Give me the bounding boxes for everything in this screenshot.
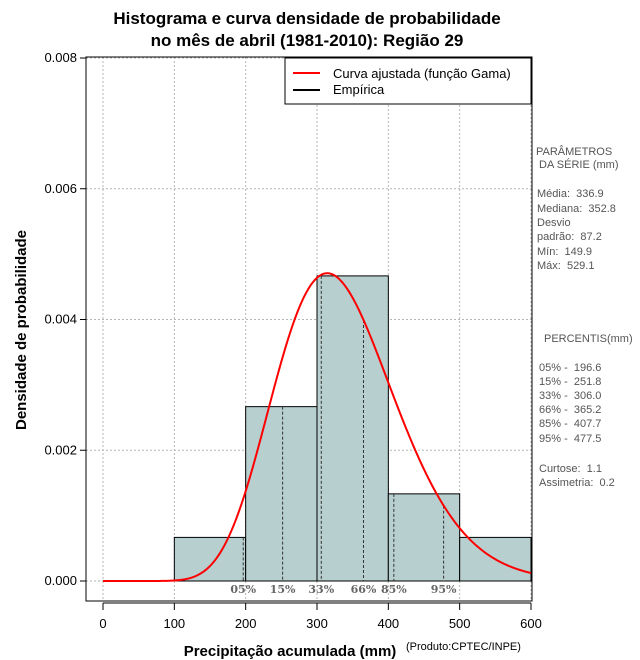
x-axis: 0 100 200 300 400 500 600 (99, 602, 542, 631)
gamma-curve-line (103, 272, 532, 582)
percentil-33: 33% - 306.0 (539, 390, 601, 402)
x-axis-title: Precipitação acumulada (mm) (184, 643, 397, 660)
param-desvio-2: padrão: 87.2 (537, 231, 602, 243)
histogram-bar-2 (316, 275, 389, 582)
param-media: Média: 336.9 (537, 188, 604, 200)
histogram-bar-0 (173, 536, 247, 582)
params-title-2: DA SÉRIE (mm) (536, 158, 619, 171)
percentile-label-2: 33% (308, 583, 334, 596)
chart-title-line-1: Histograma e curva densidade de probabil… (113, 9, 500, 28)
percentil-66: 66% - 365.2 (539, 404, 601, 416)
percentil-85: 85% - 407.7 (539, 418, 601, 430)
param-min: Mín: 149.9 (537, 246, 592, 258)
percentile-label-0: 05% (230, 583, 256, 596)
histogram-bars (173, 275, 532, 582)
assimetria: Assimetria: 0.2 (539, 477, 615, 489)
y-tick-label-1: 0.002 (44, 442, 77, 457)
param-mediana: Mediana: 352.8 (537, 203, 616, 215)
y-axis: 0.000 0.002 0.004 0.006 0.008 (44, 50, 87, 588)
legend-label-empirical: Empírica (333, 82, 385, 97)
percentil-95: 95% - 477.5 (539, 433, 601, 445)
gamma-curve (103, 272, 532, 582)
histogram-bar-1 (245, 406, 318, 582)
y-axis-title: Densidade de probabilidade (13, 230, 30, 430)
param-max: Máx: 529.1 (537, 260, 594, 272)
x-tick-label-1: 100 (163, 616, 185, 631)
x-tick-label-0: 0 (99, 616, 106, 631)
legend-box (284, 57, 532, 105)
percentile-marks: 05% 15% 33% 66% 85% 95% (230, 275, 457, 596)
curtose: Curtose: 1.1 (539, 463, 602, 475)
y-tick-label-0: 0.000 (44, 573, 77, 588)
legend-label-fit: Curva ajustada (função Gama) (333, 66, 511, 81)
percentile-label-3: 66% (351, 583, 377, 596)
percentile-label-1: 15% (270, 583, 296, 596)
x-tick-label-2: 200 (235, 616, 257, 631)
param-desvio-1: Desvio (537, 217, 571, 229)
percentis-title: PERCENTIS(mm) (544, 333, 633, 345)
histogram-bar-3 (387, 493, 461, 582)
params-title-1: PARÂMETROS (536, 145, 612, 158)
percentil-05: 05% - 196.6 (539, 362, 601, 374)
x-tick-label-5: 500 (449, 616, 471, 631)
x-tick-label-3: 300 (306, 616, 328, 631)
side-panel: PARÂMETROS DA SÉRIE (mm) Média: 336.9 Me… (536, 145, 633, 489)
x-tick-label-6: 600 (520, 616, 542, 631)
y-tick-label-2: 0.004 (44, 312, 77, 327)
x-tick-label-4: 400 (377, 616, 399, 631)
percentil-15: 15% - 251.8 (539, 376, 601, 388)
credit-text: (Produto:CPTEC/INPE) (406, 641, 521, 653)
legend: Curva ajustada (função Gama) Empírica (284, 57, 532, 105)
y-tick-label-3: 0.006 (44, 181, 77, 196)
percentile-label-4: 85% (381, 583, 407, 596)
percentile-label-5: 95% (431, 583, 457, 596)
chart-title-line-2: no mês de abril (1981-2010): Região 29 (151, 31, 464, 50)
y-tick-label-4: 0.008 (44, 50, 77, 65)
